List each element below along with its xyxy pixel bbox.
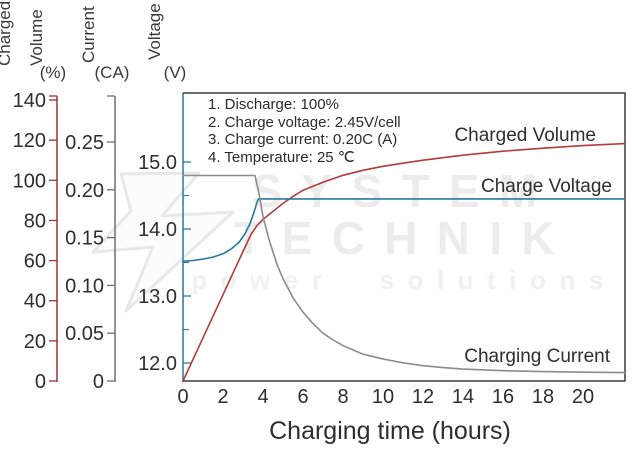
x-tick-label: 4: [257, 386, 268, 408]
voltage-tick-label: 12.0: [138, 353, 177, 375]
annotation-line-discharge: 1. Discharge: 100%: [208, 96, 339, 113]
y-axis-unit-percent: (%): [39, 63, 67, 82]
x-tick-label: 16: [492, 386, 514, 408]
volume-tick-label: 40: [24, 291, 46, 313]
label-charging-current: Charging Current: [464, 346, 610, 367]
volume-tick-label: 0: [35, 371, 46, 393]
plot-border: [183, 92, 626, 382]
watermark-technik-text: TECHNIK: [234, 212, 574, 264]
volume-tick-label: 100: [13, 170, 46, 192]
volume-tick-label: 20: [24, 331, 46, 353]
watermark-system-text: SYSTEM: [251, 165, 557, 217]
current-tick-label: 0.10: [65, 275, 104, 297]
annotation-line-charge-current: 3. Charge current: 0.20C (A): [208, 131, 398, 148]
series-charging-current: [182, 174, 626, 374]
label-charge-voltage: Charge Voltage: [481, 176, 612, 197]
annotation-line-temperature: 4. Temperature: 25 ℃: [208, 148, 355, 166]
volume-tick-label: 120: [13, 130, 46, 152]
voltage-tick-label: 13.0: [138, 286, 177, 308]
watermark-power-solutions-text: power solutions: [191, 265, 617, 295]
x-tick-label: 18: [532, 386, 554, 408]
x-tick-label: 14: [452, 386, 474, 408]
current-tick-label: 0.20: [65, 180, 104, 202]
y-axis-unit-ca: (CA): [94, 63, 130, 82]
x-tick-label: 6: [297, 386, 308, 408]
voltage-tick-label: 14.0: [138, 219, 177, 241]
current-tick-label: 0.05: [65, 323, 104, 345]
x-tick-label: 2: [217, 386, 228, 408]
x-tick-label: 12: [412, 386, 434, 408]
series-charged-volume: [182, 142, 626, 382]
label-charged-volume: Charged Volume: [454, 125, 596, 146]
voltage-tick-label: 15.0: [138, 152, 177, 174]
current-tick-label: 0.25: [65, 132, 104, 154]
y-axis-unit-v: (V): [163, 63, 187, 82]
volume-tick-label: 140: [13, 90, 46, 112]
annotation-line-charge-voltage: 2. Charge voltage: 2.45V/cell: [208, 113, 401, 131]
x-tick-label: 8: [337, 386, 348, 408]
x-tick-label: 20: [572, 386, 594, 408]
series-charge-voltage: [182, 198, 626, 262]
chart-annotation: 1. Discharge: 100% 2. Charge voltage: 2.…: [208, 96, 401, 166]
x-axis-title: Charging time (hours): [269, 417, 511, 445]
current-tick-label: 0: [93, 371, 104, 393]
volume-tick-label: 60: [24, 251, 46, 273]
x-tick-label: 0: [177, 386, 188, 408]
lightning-bolt-shape: [91, 171, 235, 313]
current-tick-label: 0.15: [65, 228, 104, 250]
x-tick-label: 10: [372, 386, 394, 408]
volume-tick-label: 80: [24, 210, 46, 232]
